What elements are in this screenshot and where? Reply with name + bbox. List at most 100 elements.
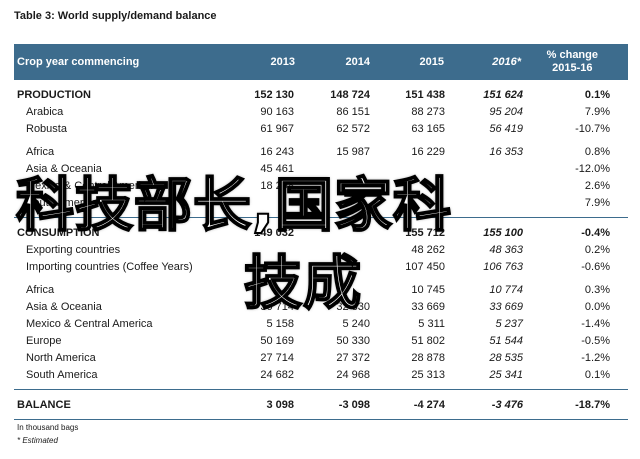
row-value-2013: 90 163 — [260, 105, 294, 118]
balance-section: BALANCE 3 098 -3 098 -4 274 -3 476 -18.7% — [14, 396, 628, 413]
supply-demand-table: Crop year commencing 2013 2014 2015 2016… — [14, 44, 628, 420]
row-value-2014: 86 151 — [336, 105, 370, 118]
row-value-2015: 16 229 — [411, 145, 445, 158]
divider — [14, 217, 628, 218]
row-value-2015: 28 878 — [411, 351, 445, 364]
table-row: Europe 50 169 50 330 51 802 51 544 -0.5% — [14, 332, 628, 349]
row-value-2013 — [234, 258, 294, 275]
row-change: -1.2% — [581, 351, 610, 364]
row-change: 2.6% — [584, 179, 610, 192]
row-change: -12.0% — [575, 162, 610, 175]
table-notes: In thousand bags * Estimated — [17, 421, 78, 447]
row-value-2013: 5 158 — [266, 317, 294, 330]
row-value-2015: 107 450 — [405, 260, 445, 273]
row-change: 0.2% — [584, 243, 610, 256]
estimated-note: * Estimated — [17, 436, 58, 445]
unit-note: In thousand bags — [17, 423, 79, 432]
row-label: Robusta — [26, 122, 67, 135]
header-year-2016: 2016* — [492, 56, 521, 68]
row-value-2016: 151 624 — [483, 88, 523, 101]
header-year-2014: 2014 — [345, 56, 370, 68]
table-row: Mexico & Central America 5 158 5 240 5 311 5… — [14, 315, 628, 332]
row-value-2014 — [310, 194, 370, 211]
row-value-2016: 16 353 — [489, 145, 523, 158]
row-label: Africa — [26, 145, 55, 158]
row-change: -1.4% — [581, 317, 610, 330]
row-value-2016 — [463, 194, 523, 211]
row-value-2014 — [310, 160, 370, 177]
row-value-2014: 5 240 — [342, 317, 370, 330]
row-change: 0.0% — [584, 300, 610, 313]
table-total-row: CONSUMPTION 149 032 155 712 155 100 -0.4% — [14, 224, 628, 241]
table-row: Africa 10 745 10 774 0.3% — [14, 281, 628, 298]
row-value-2015 — [385, 160, 445, 177]
row-change: 7.9% — [584, 196, 610, 209]
table-row: Mexico & Central America 18 298 2.6% — [14, 177, 628, 194]
row-value-2013: 149 032 — [254, 226, 294, 239]
row-label: South America — [26, 368, 98, 381]
row-value-2016: 5 237 — [495, 317, 523, 330]
row-value-2016: 106 763 — [483, 260, 523, 273]
header-change-line1: % change — [546, 49, 598, 61]
row-label: Mexico & Central America — [26, 179, 153, 192]
table-row: North America 27 714 27 372 28 878 28 535 -1.… — [14, 349, 628, 366]
row-value-2016: 95 204 — [489, 105, 523, 118]
row-value-2013: 24 682 — [260, 368, 294, 381]
row-value-2014 — [310, 241, 370, 258]
row-change: -10.7% — [575, 122, 610, 135]
divider — [14, 419, 628, 420]
row-label: CONSUMPTION — [17, 226, 100, 239]
row-value-2015: 155 712 — [405, 226, 445, 239]
table-header: Crop year commencing 2013 2014 2015 2016… — [14, 44, 628, 80]
table-row: Africa 16 243 15 987 16 229 16 353 0.8% — [14, 143, 628, 160]
table-row: Importing countries (Coffee Years) 107 45… — [14, 258, 628, 275]
row-change: -0.4% — [581, 226, 610, 239]
row-value-2014 — [310, 258, 370, 275]
table-title: Table 3: World supply/demand balance — [14, 10, 217, 22]
row-value-2016: 33 669 — [489, 300, 523, 313]
row-value-2015: 25 313 — [411, 368, 445, 381]
row-label: South America — [26, 196, 98, 209]
header-year-2013: 2013 — [270, 56, 295, 68]
row-value-2014: 27 372 — [336, 351, 370, 364]
row-value-2016: 155 100 — [483, 226, 523, 239]
row-value-2014: 24 968 — [336, 368, 370, 381]
row-value-2013 — [234, 241, 294, 258]
row-value-2014 — [310, 281, 370, 298]
row-label: Africa — [26, 283, 55, 296]
row-value-2014 — [310, 177, 370, 194]
row-value-2014: 148 724 — [330, 88, 370, 101]
row-value-2013: 152 130 — [254, 88, 294, 101]
row-value-2015 — [385, 194, 445, 211]
table-total-row: PRODUCTION 152 130 148 724 151 438 151 624 0.… — [14, 86, 628, 103]
row-label: Mexico & Central America — [26, 317, 153, 330]
row-value-2013: 18 298 — [260, 179, 294, 192]
row-value-2015: 10 745 — [411, 283, 445, 296]
row-label: Asia & Oceania — [26, 162, 102, 175]
row-value-2016: -3 476 — [491, 398, 523, 411]
row-value-2016: 51 544 — [489, 334, 523, 347]
row-value-2013: 45 461 — [260, 162, 294, 175]
row-value-2015: 63 165 — [411, 122, 445, 135]
row-change: 0.1% — [584, 368, 610, 381]
header-label: Crop year commencing — [17, 56, 140, 68]
row-change: -0.6% — [581, 260, 610, 273]
row-value-2014: 62 572 — [336, 122, 370, 135]
row-value-2014: 32 330 — [336, 300, 370, 313]
table-row: Exporting countries 48 262 48 363 0.2% — [14, 241, 628, 258]
row-label: Europe — [26, 334, 62, 347]
row-change: 0.8% — [584, 145, 610, 158]
table-row: South America 7.9% — [14, 194, 628, 211]
divider — [14, 389, 628, 390]
production-section: PRODUCTION 152 130 148 724 151 438 151 624 0.… — [14, 86, 628, 211]
row-label: PRODUCTION — [17, 88, 91, 101]
row-value-2014 — [310, 224, 370, 241]
row-change: -0.5% — [581, 334, 610, 347]
row-value-2016: 10 774 — [489, 283, 523, 296]
row-value-2013: 27 714 — [260, 351, 294, 364]
row-value-2013: 3 098 — [266, 398, 294, 411]
row-value-2014: 15 987 — [336, 145, 370, 158]
row-value-2015: 5 311 — [418, 317, 445, 330]
table-row: Arabica 90 163 86 151 88 273 95 204 7.9% — [14, 103, 628, 120]
row-value-2016 — [463, 177, 523, 194]
